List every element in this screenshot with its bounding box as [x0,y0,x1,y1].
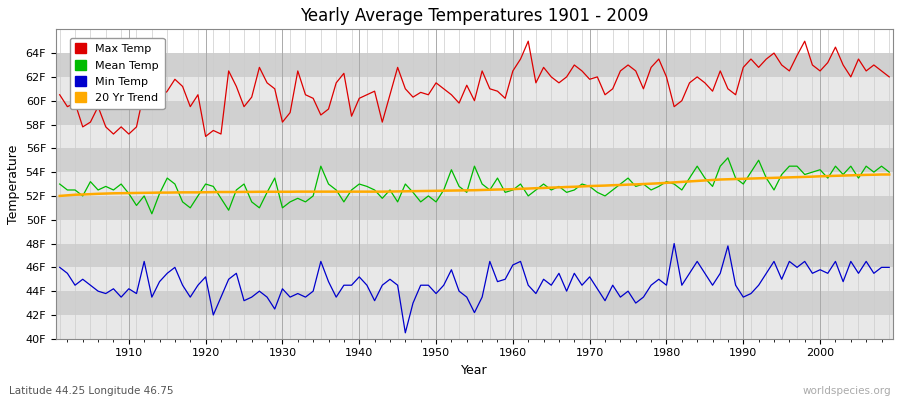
Bar [56,101,893,124]
Legend: Max Temp, Mean Temp, Min Temp, 20 Yr Trend: Max Temp, Mean Temp, Min Temp, 20 Yr Tre… [70,38,165,109]
Text: worldspecies.org: worldspecies.org [803,386,891,396]
Bar [56,172,893,196]
Bar [56,124,893,148]
Bar [56,196,893,220]
Text: Latitude 44.25 Longitude 46.75: Latitude 44.25 Longitude 46.75 [9,386,174,396]
X-axis label: Year: Year [461,364,488,377]
Bar [56,53,893,77]
Bar [56,267,893,291]
Bar [56,77,893,101]
Bar [56,291,893,315]
Bar [56,315,893,339]
Bar [56,148,893,172]
Title: Yearly Average Temperatures 1901 - 2009: Yearly Average Temperatures 1901 - 2009 [301,7,649,25]
Bar [56,220,893,244]
Bar [56,244,893,267]
Y-axis label: Temperature: Temperature [7,144,20,224]
